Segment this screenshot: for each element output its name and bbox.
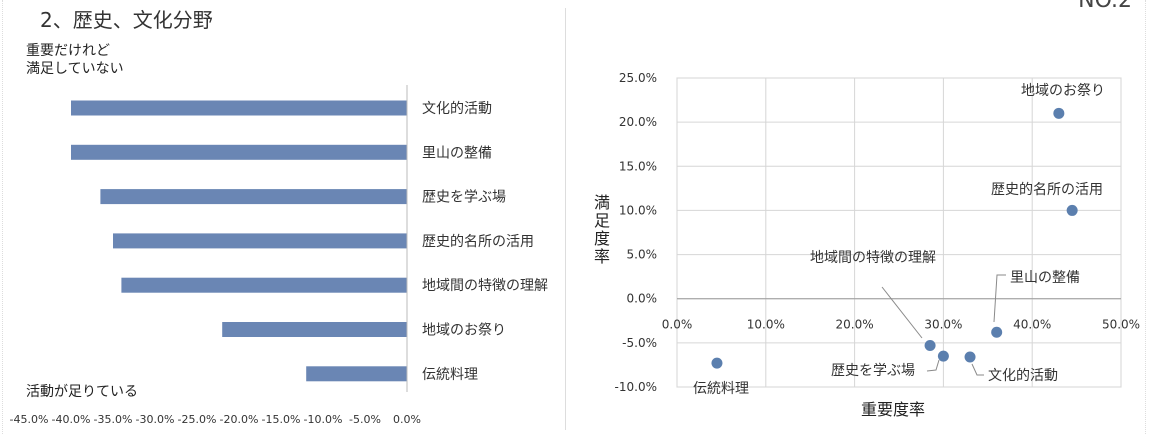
y-tick-label: 15.0% xyxy=(619,159,657,173)
x-tick-label: -35.0% xyxy=(94,413,133,426)
y-tick-label: -5.0% xyxy=(622,336,657,350)
x-axis-label: 重要度率 xyxy=(861,400,925,419)
x-tick-label: -40.0% xyxy=(52,413,91,426)
x-tick-label: 20.0% xyxy=(836,318,874,332)
y-axis-label-char: 足 xyxy=(594,211,610,230)
category-label: 歴史的名所の活用 xyxy=(422,234,534,250)
bar xyxy=(121,277,408,293)
bar xyxy=(113,233,407,249)
point-label: 文化的活動 xyxy=(988,368,1058,384)
point-label: 歴史的名所の活用 xyxy=(991,182,1103,198)
category-label: 地域のお祭り xyxy=(422,323,506,339)
label-leader-line xyxy=(993,274,1006,323)
data-point xyxy=(1053,107,1065,119)
x-tick-label: -30.0% xyxy=(136,413,175,426)
point-label: 里山の整備 xyxy=(1010,270,1080,286)
x-tick-label: 40.0% xyxy=(1013,318,1051,332)
x-tick-label: 0.0% xyxy=(393,413,421,426)
x-tick-label: 0.0% xyxy=(662,318,693,332)
annotation-bottom: 活動が足りている xyxy=(26,384,138,400)
y-axis-label-char: 率 xyxy=(594,247,610,266)
y-tick-label: 25.0% xyxy=(619,71,657,85)
bar xyxy=(71,144,407,160)
category-label: 歴史を学ぶ場 xyxy=(422,190,506,206)
label-leader-line xyxy=(881,286,923,339)
category-label: 地域間の特徴の理解 xyxy=(422,278,548,294)
y-tick-label: 20.0% xyxy=(619,115,657,129)
category-label: 里山の整備 xyxy=(422,145,492,161)
point-label: 伝統料理 xyxy=(693,381,749,397)
x-tick-label: -10.0% xyxy=(304,413,343,426)
point-label: 地域のお祭り xyxy=(1021,83,1105,99)
y-tick-label: -10.0% xyxy=(615,380,657,394)
bar xyxy=(71,100,407,116)
y-tick-label: 0.0% xyxy=(627,292,658,306)
y-tick-label: 10.0% xyxy=(619,203,657,217)
page-edge-right xyxy=(1145,0,1146,434)
data-point xyxy=(924,340,936,352)
data-point xyxy=(937,350,949,362)
data-point xyxy=(711,357,723,369)
section-title: 2、歴史、文化分野 xyxy=(40,8,213,32)
x-tick-label: 10.0% xyxy=(747,318,785,332)
x-tick-label: -45.0% xyxy=(10,413,49,426)
annotation-top-line: 満足していない xyxy=(26,61,124,77)
page-number: NO.2 xyxy=(1078,0,1132,13)
chart-divider xyxy=(565,8,566,430)
y-axis-label-char: 満 xyxy=(594,193,610,212)
label-leader-line xyxy=(926,359,940,372)
annotation-top-line: 重要だけれど xyxy=(26,43,110,59)
category-label: 文化的活動 xyxy=(422,101,492,117)
data-point xyxy=(991,326,1003,338)
data-point xyxy=(964,351,976,363)
horizontal-bar-chart: 文化的活動里山の整備歴史を学ぶ場歴史的名所の活用地域間の特徴の理解地域のお祭り伝… xyxy=(10,43,548,426)
point-label: 歴史を学ぶ場 xyxy=(831,363,915,379)
x-tick-label: -20.0% xyxy=(220,413,259,426)
y-tick-label: 5.0% xyxy=(627,248,658,262)
x-tick-label: -25.0% xyxy=(178,413,217,426)
y-axis-label-char: 度 xyxy=(594,229,610,248)
bar xyxy=(100,189,408,205)
x-tick-label: 50.0% xyxy=(1102,318,1140,332)
bar xyxy=(222,322,407,337)
plot-area xyxy=(676,77,1122,388)
x-tick-label: -5.0% xyxy=(349,413,381,426)
point-label: 地域間の特徴の理解 xyxy=(810,250,936,266)
page-edge-left xyxy=(2,0,3,434)
label-leader-line xyxy=(971,363,984,376)
x-tick-label: 30.0% xyxy=(924,318,962,332)
bar xyxy=(306,366,407,382)
x-tick-label: -15.0% xyxy=(262,413,301,426)
data-point xyxy=(1066,204,1078,216)
category-label: 伝統料理 xyxy=(422,367,478,383)
